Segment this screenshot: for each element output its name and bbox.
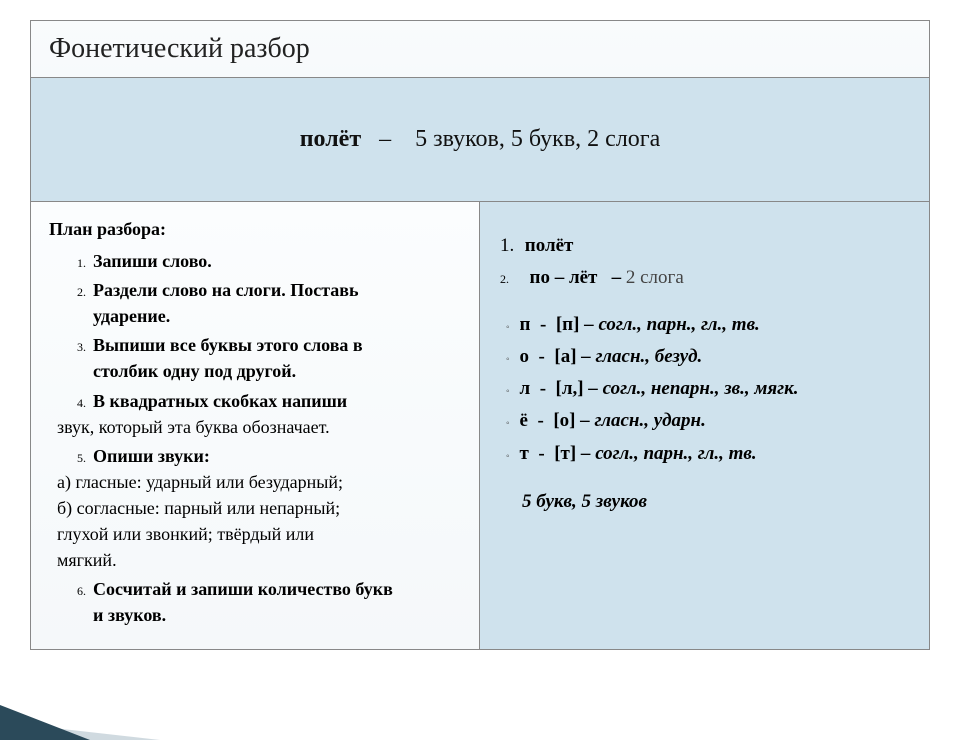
phon-desc: – гласн., безуд. (577, 341, 703, 373)
phon-bracket: [т] (554, 438, 576, 470)
phonetic-line: ◦ п - [п] – согл., парн., гл., тв. (506, 309, 911, 341)
slide-title: Фонетический разбор (30, 20, 930, 78)
example-cell: 1. полёт 2. по – лёт – 2 слога ◦ п - [п] … (480, 202, 929, 649)
phon-desc: – согл., непарн., зв., мягк. (584, 373, 799, 405)
plan-item-text: Раздели слово на слоги. Поставь (93, 280, 359, 300)
plan-item: Запиши слово. (89, 248, 461, 274)
example-line-1: 1. полёт (500, 230, 911, 262)
plan-item-text: Опиши звуки: (93, 446, 210, 466)
phonetic-line: ◦ ё - [о] – гласн., ударн. (506, 405, 911, 437)
phon-bracket: [п] (556, 309, 580, 341)
plan-item: Раздели слово на слоги. Поставь ударение. (89, 277, 461, 329)
phon-letter: л (520, 373, 531, 405)
sep: - (529, 438, 554, 470)
plan-title: План разбора: (49, 216, 461, 242)
sep: - (528, 405, 553, 437)
phon-letter: т (520, 438, 529, 470)
dash: – (612, 267, 622, 288)
plan-list: Запиши слово. Раздели слово на слоги. По… (53, 248, 461, 628)
plan-sub: б) согласные: парный или непарный; (57, 495, 461, 521)
plan-item: Выпиши все буквы этого слова в столбик од… (89, 332, 461, 384)
example-syllables: по – лёт (530, 267, 598, 288)
plan-item-cont: столбик одну под другой. (93, 361, 296, 381)
plan-item: Опиши звуки: а) гласные: ударный или без… (89, 443, 461, 573)
header-stats: 5 звуков, 5 букв, 2 слога (415, 126, 660, 152)
plan-item-text: В квадратных скобках напиши (93, 391, 347, 411)
example-num: 2. (500, 269, 520, 289)
plan-sub: глухой или звонкий; твёрдый или (57, 521, 461, 547)
sep: - (529, 341, 554, 373)
phonetic-line: ◦ л - [л,] – согл., непарн., зв., мягк. (506, 373, 911, 405)
bullet-icon: ◦ (506, 319, 510, 336)
plan-cell: План разбора: Запиши слово. Раздели слов… (31, 202, 480, 649)
sep: - (530, 373, 555, 405)
plan-sub: а) гласные: ударный или безударный; (57, 469, 461, 495)
plan-item-cont: ударение. (93, 306, 170, 326)
plan-item: Сосчитай и запиши количество букв и звуко… (89, 576, 461, 628)
sep: - (531, 309, 556, 341)
plan-sub: мягкий. (57, 547, 461, 573)
phon-bracket: [л,] (556, 373, 584, 405)
example-word: полёт (525, 235, 574, 256)
phon-letter: п (520, 309, 531, 341)
bullet-icon: ◦ (506, 448, 510, 465)
bullet-icon: ◦ (506, 351, 510, 368)
phon-desc: – гласн., ударн. (575, 405, 705, 437)
bullet-icon: ◦ (506, 383, 510, 400)
plan-item-text: Выпиши все буквы этого слова в (93, 335, 363, 355)
plan-item-cont: и звуков. (93, 605, 166, 625)
example-num: 1. (500, 230, 520, 262)
example-line-2: 2. по – лёт – 2 слога (500, 262, 911, 294)
word-header: полёт – 5 звуков, 5 букв, 2 слога (30, 78, 930, 202)
plan-item: В квадратных скобках напишизвук, который… (89, 388, 461, 440)
phonetic-line: ◦ т - [т] – согл., парн., гл., тв. (506, 438, 911, 470)
phonetic-line: ◦ о - [а] – гласн., безуд. (506, 341, 911, 373)
decoration-corner-dark (0, 705, 90, 740)
phon-letter: ё (520, 405, 528, 437)
example-syllable-count: 2 слога (626, 267, 684, 288)
plan-item-cont: звук, который эта буква обозначает. (57, 417, 330, 437)
header-dash: – (379, 126, 391, 152)
bullet-icon: ◦ (506, 415, 510, 432)
phon-desc: – согл., парн., гл., тв. (579, 309, 759, 341)
phon-desc: – согл., парн., гл., тв. (576, 438, 756, 470)
header-word: полёт (300, 126, 361, 152)
plan-item-text: Запиши слово. (93, 251, 212, 271)
plan-item-text: Сосчитай и запиши количество букв (93, 579, 393, 599)
phon-bracket: [а] (554, 341, 576, 373)
phon-letter: о (520, 341, 530, 373)
phon-bracket: [о] (553, 405, 575, 437)
example-summary: 5 букв, 5 звуков (522, 486, 911, 518)
